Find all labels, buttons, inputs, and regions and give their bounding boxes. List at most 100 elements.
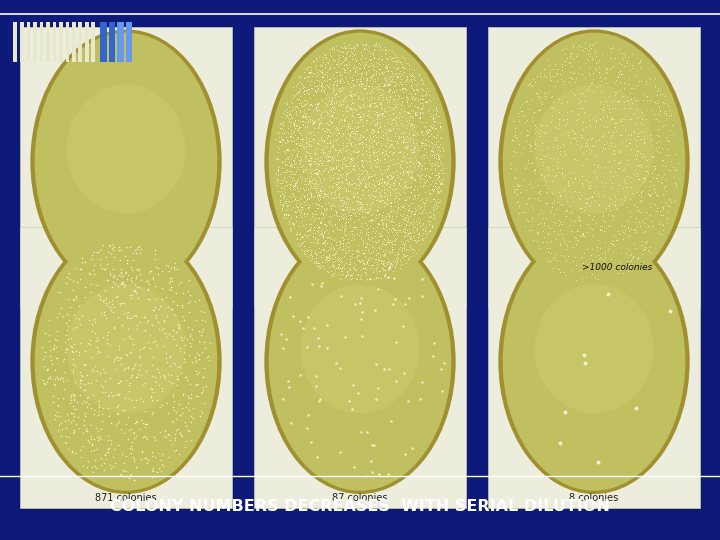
Point [428,186,439,195]
Point [411,165,423,173]
Point [604,221,616,230]
Point [45,352,56,360]
Point [596,146,608,155]
Point [369,171,380,180]
Point [154,325,166,333]
Point [361,119,372,127]
Point [553,119,564,127]
Point [345,214,356,223]
Point [575,194,586,203]
Point [595,77,607,85]
Point [333,240,344,249]
Point [342,120,354,129]
Point [293,78,305,86]
Point [336,254,347,262]
Point [284,147,295,156]
Point [573,212,585,221]
Point [76,258,88,267]
Point [309,258,320,267]
Point [337,154,348,163]
Point [52,354,63,362]
Point [336,170,347,178]
Point [415,137,427,145]
Point [85,279,96,288]
Point [400,213,411,222]
Point [108,302,120,311]
Point [418,144,429,152]
Point [622,266,634,275]
Point [385,260,397,268]
Point [274,137,285,145]
Point [279,185,290,193]
Point [410,217,422,226]
Point [630,244,642,253]
Point [274,198,286,207]
Point [570,232,581,241]
Point [377,215,388,224]
Point [574,216,585,225]
Point [408,85,419,94]
Point [399,227,410,236]
Point [166,273,177,282]
Point [581,259,593,268]
Point [302,194,313,202]
Point [379,223,391,232]
Point [102,448,113,456]
Point [330,114,341,123]
Point [357,166,369,175]
Point [546,188,558,197]
Point [355,170,366,178]
Point [308,158,320,166]
Point [318,219,330,228]
Point [405,174,417,183]
Point [294,156,306,165]
Point [316,228,328,237]
Point [298,112,310,121]
Point [334,145,346,153]
Point [343,134,354,143]
Point [315,119,326,127]
Point [364,275,376,284]
Point [299,192,310,201]
Point [347,64,359,72]
Point [75,265,86,273]
Point [270,134,282,143]
Point [318,83,330,91]
Point [618,228,629,237]
Point [352,205,364,214]
Point [340,55,351,64]
Point [310,381,322,390]
Point [326,73,338,82]
Point [319,235,330,244]
Point [438,169,449,178]
Point [111,292,122,301]
Point [433,187,445,196]
Point [360,252,372,260]
Point [377,145,389,153]
Point [318,137,330,146]
Point [284,106,296,115]
Point [621,56,633,65]
Point [372,193,384,202]
Point [96,435,107,443]
Point [634,174,645,183]
Point [389,184,400,192]
Point [332,84,343,93]
Point [378,178,390,186]
Point [354,112,366,121]
Point [583,265,595,274]
Point [624,138,635,147]
Point [381,181,392,190]
Point [332,244,343,253]
Point [571,236,582,245]
Point [402,134,413,143]
Point [392,158,404,167]
Point [297,168,308,177]
Point [346,274,357,282]
Point [544,137,555,145]
Point [372,195,383,204]
Point [359,112,370,120]
Point [383,257,395,266]
Point [90,328,102,337]
Point [358,248,369,257]
